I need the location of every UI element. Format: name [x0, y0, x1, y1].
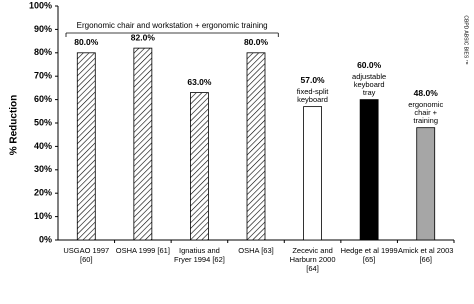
x-tick-label: Zecevic and Harburn 2000 [64] [289, 246, 336, 273]
bar-description: fixed-split keyboard [296, 86, 329, 104]
value-label: 63.0% [187, 77, 212, 87]
y-tick-label: 40% [34, 141, 52, 151]
x-tick-label: OSHA 1999 [61] [115, 246, 170, 255]
value-label: 57.0% [301, 75, 326, 85]
group-annotation: Ergonomic chair and workstation + ergono… [77, 21, 268, 30]
bar [190, 92, 209, 241]
x-tick-label: OSHA [63] [238, 246, 274, 255]
value-label: 82.0% [131, 32, 156, 42]
y-tick-label: 70% [34, 71, 52, 81]
watermark: CBPD ABSIC BIES ™ [463, 15, 469, 64]
x-tick-label: USGAO 1997 [60] [63, 246, 110, 264]
value-label: 60.0% [357, 60, 382, 70]
x-tick-label: Amick et al 2003 [66] [397, 246, 454, 264]
bar [416, 127, 436, 241]
y-tick-label: 100% [29, 0, 52, 10]
bar-description: ergonomic chair + training [408, 99, 444, 125]
y-axis-title: % Reduction [9, 95, 20, 156]
x-tick-label: Hedge et al 1999 [65] [340, 246, 398, 264]
bar [359, 99, 379, 241]
y-tick-label: 50% [34, 117, 52, 127]
x-tick-label: Ignatius and Fryer 1994 [62] [173, 246, 225, 264]
y-tick-label: 30% [34, 164, 52, 174]
bar [303, 106, 322, 241]
bar [76, 52, 96, 241]
value-label: 80.0% [244, 37, 269, 47]
value-label: 48.0% [414, 88, 439, 98]
y-tick-label: 20% [34, 188, 52, 198]
y-tick-label: 10% [34, 211, 52, 221]
value-label: 80.0% [74, 37, 99, 47]
y-tick-label: 0% [39, 234, 52, 244]
y-tick-label: 80% [34, 47, 52, 57]
y-tick-label: 60% [34, 94, 52, 104]
y-tick-label: 90% [34, 24, 52, 34]
bar-description: adjustable keyboard tray [352, 71, 387, 97]
bar [246, 52, 266, 241]
bar [133, 47, 153, 241]
